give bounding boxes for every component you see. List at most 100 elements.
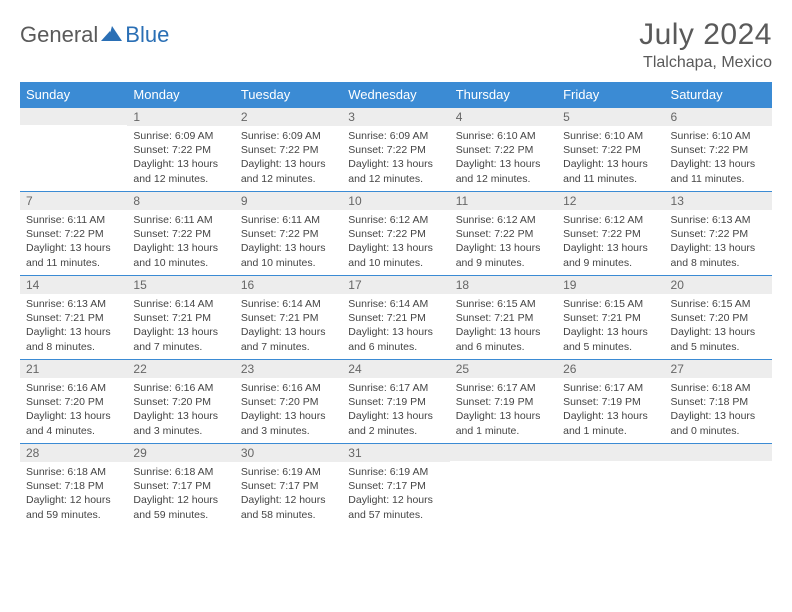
location-subtitle: Tlalchapa, Mexico — [639, 54, 772, 72]
sunrise-text: Sunrise: 6:13 AM — [26, 297, 121, 311]
col-sun: Sunday — [20, 82, 127, 108]
sunrise-text: Sunrise: 6:12 AM — [563, 213, 658, 227]
sunrise-text: Sunrise: 6:09 AM — [241, 129, 336, 143]
sunrise-text: Sunrise: 6:16 AM — [241, 381, 336, 395]
day-number: 5 — [557, 108, 664, 126]
day-details: Sunrise: 6:17 AMSunset: 7:19 PMDaylight:… — [557, 378, 664, 441]
sunset-text: Sunset: 7:18 PM — [26, 479, 121, 493]
sunset-text: Sunset: 7:17 PM — [348, 479, 443, 493]
day-details: Sunrise: 6:12 AMSunset: 7:22 PMDaylight:… — [450, 210, 557, 273]
day-number: 12 — [557, 192, 664, 210]
day-details: Sunrise: 6:19 AMSunset: 7:17 PMDaylight:… — [235, 462, 342, 525]
calendar-cell: 11Sunrise: 6:12 AMSunset: 7:22 PMDayligh… — [450, 192, 557, 276]
day-number: 19 — [557, 276, 664, 294]
sunset-text: Sunset: 7:22 PM — [563, 227, 658, 241]
sunrise-text: Sunrise: 6:15 AM — [563, 297, 658, 311]
calendar-cell: 29Sunrise: 6:18 AMSunset: 7:17 PMDayligh… — [127, 444, 234, 528]
daylight-text: Daylight: 12 hours and 57 minutes. — [348, 493, 443, 521]
calendar-head: Sunday Monday Tuesday Wednesday Thursday… — [20, 82, 772, 108]
day-details: Sunrise: 6:11 AMSunset: 7:22 PMDaylight:… — [20, 210, 127, 273]
sunrise-text: Sunrise: 6:11 AM — [26, 213, 121, 227]
sunset-text: Sunset: 7:20 PM — [671, 311, 766, 325]
sunrise-text: Sunrise: 6:12 AM — [348, 213, 443, 227]
daylight-text: Daylight: 13 hours and 4 minutes. — [26, 409, 121, 437]
calendar-cell: 7Sunrise: 6:11 AMSunset: 7:22 PMDaylight… — [20, 192, 127, 276]
brand-text-1: General — [20, 22, 98, 48]
day-number — [557, 444, 664, 461]
calendar-cell: 15Sunrise: 6:14 AMSunset: 7:21 PMDayligh… — [127, 276, 234, 360]
sunrise-text: Sunrise: 6:15 AM — [671, 297, 766, 311]
day-details — [557, 461, 664, 467]
sunset-text: Sunset: 7:21 PM — [348, 311, 443, 325]
daylight-text: Daylight: 13 hours and 5 minutes. — [671, 325, 766, 353]
day-number: 9 — [235, 192, 342, 210]
sunset-text: Sunset: 7:22 PM — [133, 143, 228, 157]
daylight-text: Daylight: 13 hours and 7 minutes. — [241, 325, 336, 353]
daylight-text: Daylight: 13 hours and 6 minutes. — [456, 325, 551, 353]
page-header: General Blue July 2024 Tlalchapa, Mexico — [20, 18, 772, 72]
calendar-cell: 4Sunrise: 6:10 AMSunset: 7:22 PMDaylight… — [450, 108, 557, 192]
day-number: 7 — [20, 192, 127, 210]
day-details: Sunrise: 6:10 AMSunset: 7:22 PMDaylight:… — [450, 126, 557, 189]
sunset-text: Sunset: 7:17 PM — [241, 479, 336, 493]
daylight-text: Daylight: 12 hours and 59 minutes. — [26, 493, 121, 521]
day-number: 31 — [342, 444, 449, 462]
sunset-text: Sunset: 7:22 PM — [671, 143, 766, 157]
daylight-text: Daylight: 13 hours and 5 minutes. — [563, 325, 658, 353]
calendar-cell: 30Sunrise: 6:19 AMSunset: 7:17 PMDayligh… — [235, 444, 342, 528]
calendar-week: 21Sunrise: 6:16 AMSunset: 7:20 PMDayligh… — [20, 360, 772, 444]
daylight-text: Daylight: 13 hours and 9 minutes. — [563, 241, 658, 269]
calendar-week: 14Sunrise: 6:13 AMSunset: 7:21 PMDayligh… — [20, 276, 772, 360]
sunrise-text: Sunrise: 6:13 AM — [671, 213, 766, 227]
calendar-cell: 6Sunrise: 6:10 AMSunset: 7:22 PMDaylight… — [665, 108, 772, 192]
sunset-text: Sunset: 7:22 PM — [671, 227, 766, 241]
sunset-text: Sunset: 7:22 PM — [348, 143, 443, 157]
title-block: July 2024 Tlalchapa, Mexico — [639, 18, 772, 72]
day-number: 14 — [20, 276, 127, 294]
sunrise-text: Sunrise: 6:11 AM — [133, 213, 228, 227]
day-number: 10 — [342, 192, 449, 210]
day-details: Sunrise: 6:14 AMSunset: 7:21 PMDaylight:… — [127, 294, 234, 357]
calendar-cell: 21Sunrise: 6:16 AMSunset: 7:20 PMDayligh… — [20, 360, 127, 444]
daylight-text: Daylight: 13 hours and 10 minutes. — [133, 241, 228, 269]
day-details: Sunrise: 6:18 AMSunset: 7:17 PMDaylight:… — [127, 462, 234, 525]
sunrise-text: Sunrise: 6:19 AM — [348, 465, 443, 479]
calendar-cell: 26Sunrise: 6:17 AMSunset: 7:19 PMDayligh… — [557, 360, 664, 444]
calendar-cell: 12 Sunrise: 6:12 AMSunset: 7:22 PMDayligh… — [557, 192, 664, 276]
day-details: Sunrise: 6:18 AMSunset: 7:18 PMDaylight:… — [665, 378, 772, 441]
day-number: 28 — [20, 444, 127, 462]
day-details: Sunrise: 6:15 AMSunset: 7:21 PMDaylight:… — [450, 294, 557, 357]
calendar-cell: 27Sunrise: 6:18 AMSunset: 7:18 PMDayligh… — [665, 360, 772, 444]
day-details: Sunrise: 6:16 AMSunset: 7:20 PMDaylight:… — [235, 378, 342, 441]
calendar-cell: 2Sunrise: 6:09 AMSunset: 7:22 PMDaylight… — [235, 108, 342, 192]
brand-text-2: Blue — [125, 22, 169, 48]
sunset-text: Sunset: 7:21 PM — [563, 311, 658, 325]
calendar-cell: 14Sunrise: 6:13 AMSunset: 7:21 PMDayligh… — [20, 276, 127, 360]
sunset-text: Sunset: 7:22 PM — [456, 227, 551, 241]
daylight-text: Daylight: 13 hours and 8 minutes. — [671, 241, 766, 269]
sunrise-text: Sunrise: 6:14 AM — [133, 297, 228, 311]
calendar-cell — [665, 444, 772, 528]
day-details: Sunrise: 6:15 AMSunset: 7:21 PMDaylight:… — [557, 294, 664, 357]
day-details — [20, 125, 127, 131]
sunrise-text: Sunrise: 6:18 AM — [26, 465, 121, 479]
day-details — [665, 461, 772, 467]
day-number — [20, 108, 127, 125]
sunset-text: Sunset: 7:22 PM — [26, 227, 121, 241]
calendar-table: Sunday Monday Tuesday Wednesday Thursday… — [20, 82, 772, 528]
sunset-text: Sunset: 7:19 PM — [456, 395, 551, 409]
calendar-cell — [450, 444, 557, 528]
sunrise-text: Sunrise: 6:17 AM — [563, 381, 658, 395]
day-number: 29 — [127, 444, 234, 462]
sunrise-text: Sunrise: 6:10 AM — [671, 129, 766, 143]
day-details: Sunrise: 6:13 AMSunset: 7:22 PMDaylight:… — [665, 210, 772, 273]
sunrise-text: Sunrise: 6:16 AM — [133, 381, 228, 395]
daylight-text: Daylight: 13 hours and 11 minutes. — [563, 157, 658, 185]
calendar-body: 1Sunrise: 6:09 AMSunset: 7:22 PMDaylight… — [20, 108, 772, 528]
sunset-text: Sunset: 7:19 PM — [348, 395, 443, 409]
day-details: Sunrise: 6:11 AMSunset: 7:22 PMDaylight:… — [127, 210, 234, 273]
calendar-week: 1Sunrise: 6:09 AMSunset: 7:22 PMDaylight… — [20, 108, 772, 192]
daylight-text: Daylight: 13 hours and 0 minutes. — [671, 409, 766, 437]
day-details: Sunrise: 6:09 AMSunset: 7:22 PMDaylight:… — [235, 126, 342, 189]
calendar-cell: 25Sunrise: 6:17 AMSunset: 7:19 PMDayligh… — [450, 360, 557, 444]
